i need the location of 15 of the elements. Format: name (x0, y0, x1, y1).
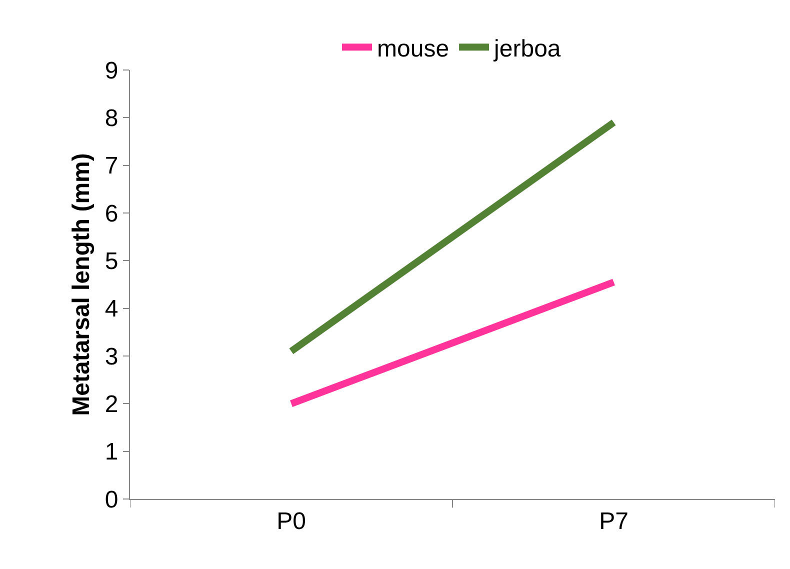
y-tick-label: 3 (104, 343, 118, 370)
y-tick-label: 4 (104, 296, 118, 323)
x-tick-label: P7 (599, 508, 628, 535)
y-axis-title: Metatarsal length (mm) (68, 153, 95, 416)
y-tick-label: 8 (104, 105, 118, 132)
legend-label: mouse (377, 35, 450, 62)
y-tick-label: 1 (104, 438, 118, 466)
legend-label: jerboa (493, 35, 562, 62)
y-tick-label: 7 (104, 152, 118, 180)
y-tick-label: 0 (104, 486, 118, 514)
y-tick-label: 2 (104, 391, 118, 418)
y-tick-label: 5 (104, 248, 118, 276)
y-tick-label: 6 (104, 200, 118, 228)
x-tick-label: P0 (276, 508, 306, 535)
y-tick-label: 9 (104, 57, 118, 84)
